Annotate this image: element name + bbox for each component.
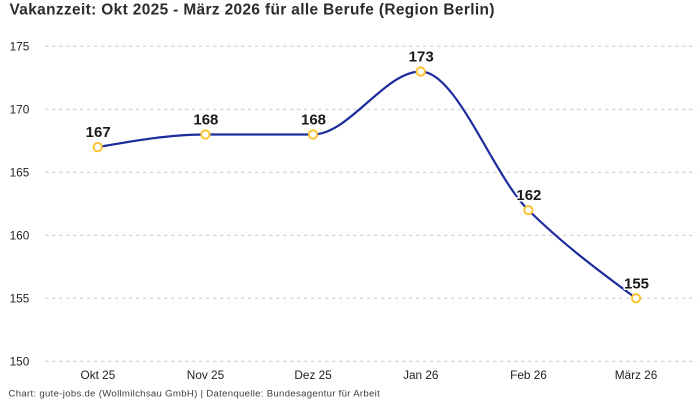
svg-text:Chart: gute-jobs.de (Wollmilch: Chart: gute-jobs.de (Wollmilchsau GmbH) …	[9, 389, 381, 400]
svg-text:Dez 25: Dez 25	[294, 368, 332, 382]
svg-text:155: 155	[10, 291, 30, 305]
svg-text:168: 168	[193, 112, 218, 129]
svg-text:Feb 26: Feb 26	[510, 368, 547, 382]
svg-text:170: 170	[10, 102, 30, 116]
svg-text:160: 160	[10, 228, 30, 242]
svg-text:173: 173	[409, 49, 434, 66]
svg-text:162: 162	[516, 187, 541, 204]
svg-text:Nov 25: Nov 25	[187, 368, 225, 382]
svg-text:Vakanzzeit: Okt 2025 - März 20: Vakanzzeit: Okt 2025 - März 2026 für all…	[10, 2, 495, 19]
svg-text:März 26: März 26	[615, 368, 658, 382]
svg-text:167: 167	[86, 124, 111, 141]
svg-text:175: 175	[10, 39, 30, 53]
svg-text:168: 168	[301, 112, 326, 129]
svg-text:165: 165	[10, 165, 30, 179]
svg-text:150: 150	[10, 354, 30, 368]
svg-text:Jan 26: Jan 26	[403, 368, 439, 382]
svg-text:Okt 25: Okt 25	[81, 368, 116, 382]
svg-text:155: 155	[624, 275, 649, 292]
